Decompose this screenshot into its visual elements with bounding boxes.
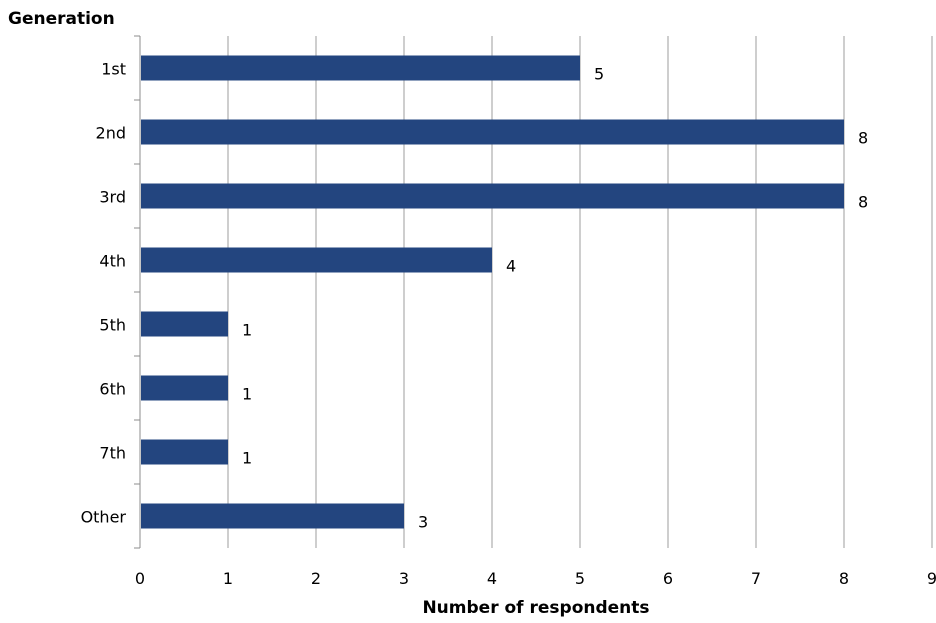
x-tick-label: 8 <box>839 569 849 588</box>
data-label: 8 <box>858 129 868 148</box>
x-tick-label: 5 <box>575 569 585 588</box>
category-label: 1st <box>101 60 126 79</box>
category-label: 2nd <box>96 124 126 143</box>
x-tick-label: 6 <box>663 569 673 588</box>
bar <box>141 311 228 337</box>
bar <box>141 375 228 401</box>
x-tick-label: 3 <box>399 569 409 588</box>
bar <box>141 439 228 465</box>
x-axis-title: Number of respondents <box>422 598 649 618</box>
category-label: 5th <box>99 316 126 335</box>
category-label: Other <box>81 508 127 527</box>
labels: 0 1 2 3 4 5 6 7 8 9 1st 5 2nd 8 3rd 8 4th 4 5th 1 6th 1 7th 1 Ot… <box>81 60 936 589</box>
bar <box>141 119 844 145</box>
grid-lines <box>227 36 933 548</box>
bar <box>141 503 404 529</box>
x-tick-label: 4 <box>487 569 497 588</box>
data-label: 5 <box>594 65 604 84</box>
data-label: 1 <box>242 321 252 340</box>
x-tick-label: 7 <box>751 569 761 588</box>
category-label: 3rd <box>99 188 126 207</box>
data-label: 3 <box>418 513 428 532</box>
y-axis-title: Generation <box>8 9 115 29</box>
bar <box>141 183 844 209</box>
bar <box>141 247 492 273</box>
data-label: 8 <box>858 193 868 212</box>
category-label: 6th <box>99 380 126 399</box>
bar <box>141 55 580 81</box>
category-label: 7th <box>99 444 126 463</box>
bars <box>141 55 844 529</box>
data-label: 1 <box>242 385 252 404</box>
x-tick-label: 0 <box>135 569 145 588</box>
x-tick-label: 9 <box>927 569 936 588</box>
category-label: 4th <box>99 252 126 271</box>
x-tick-label: 1 <box>223 569 233 588</box>
x-tick-label: 2 <box>311 569 321 588</box>
data-label: 1 <box>242 449 252 468</box>
axes <box>134 35 141 549</box>
data-label: 4 <box>506 257 516 276</box>
